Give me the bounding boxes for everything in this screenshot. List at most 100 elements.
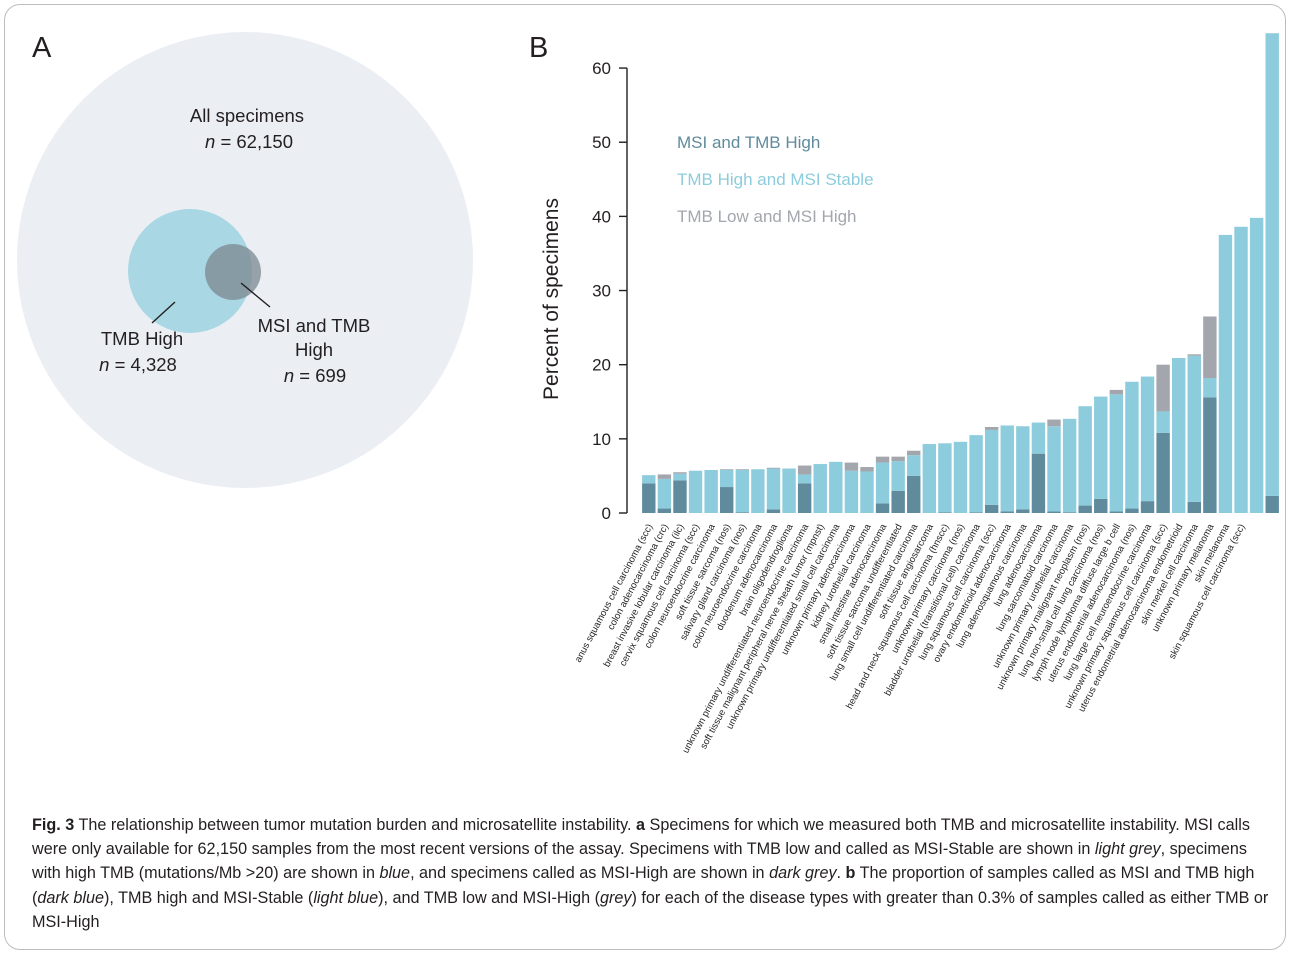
bar-segment-msi_tmb — [720, 487, 734, 513]
bar-segment-tmb_stable — [735, 469, 750, 513]
bar-segment-msi_tmb — [969, 512, 983, 513]
bar-segment-tmb_low_msi — [844, 462, 859, 471]
bar-segment-tmb_stable — [922, 444, 937, 513]
bar-segment-tmb_low_msi — [907, 450, 921, 456]
legend-item: MSI and TMB High — [677, 133, 820, 152]
all-specimens-count: n = 62,150 — [205, 131, 293, 152]
bar-segment-tmb_stable — [1031, 422, 1046, 454]
bar-segment-tmb_stable — [829, 461, 843, 513]
bar-segment-tmb_low_msi — [797, 465, 812, 475]
figure-canvas: A All specimens n = 62,150 TMB High n = … — [17, 32, 1279, 756]
bar-segment-tmb_stable — [720, 469, 734, 488]
tmb-high-circle — [128, 209, 252, 333]
bar-segment-msi_tmb — [907, 475, 921, 513]
bar-segment-msi_tmb — [797, 483, 812, 513]
caption-a-text: . — [836, 864, 846, 883]
bar-segment-tmb_low_msi — [875, 456, 890, 463]
bar-segment-tmb_stable — [860, 471, 874, 513]
y-tick-label: 30 — [592, 282, 611, 301]
bar-segment-tmb_stable — [704, 469, 718, 513]
caption-a-text: , specimens with high TMB (mutations/Mb … — [32, 840, 1247, 883]
caption-a-text: , and specimens called as MSI-High are s… — [410, 864, 770, 883]
bar-segment-tmb_low_msi — [891, 456, 905, 462]
bar-segment-tmb_stable — [938, 443, 952, 513]
bar-segment-tmb_stable — [891, 461, 905, 491]
bar-segment-msi_tmb — [1016, 509, 1030, 513]
bar-segment-msi_tmb — [1156, 432, 1170, 513]
bar-segment-tmb_stable — [1125, 381, 1139, 509]
bars — [642, 33, 1279, 514]
bar-segment-tmb_stable — [907, 455, 921, 476]
bar-segment-tmb_low_msi — [1047, 419, 1061, 427]
bar-segment-msi_tmb — [1140, 501, 1155, 513]
bar-segment-tmb_stable — [657, 478, 672, 509]
bar-segment-tmb_low_msi — [766, 467, 781, 469]
bar-segment-msi_tmb — [735, 512, 750, 513]
caption-title: The relationship between tumor mutation … — [74, 816, 637, 834]
bar-segment-msi_tmb — [1265, 495, 1279, 513]
bar-segment-tmb_stable — [688, 470, 703, 513]
bar-segment-tmb_stable — [1156, 411, 1170, 433]
bar-segment-tmb_low_msi — [720, 469, 734, 470]
y-tick-label: 0 — [602, 504, 611, 523]
panel-b-label: B — [529, 32, 548, 64]
bar-segment-tmb_stable — [751, 469, 765, 513]
caption-b-grey: grey — [600, 888, 632, 907]
bar-segment-tmb_stable — [1203, 378, 1217, 398]
y-tick-label: 40 — [592, 207, 611, 226]
bar-segment-tmb_stable — [953, 441, 968, 513]
bar-segment-msi_tmb — [938, 512, 952, 513]
caption-b-text: ) for each of the disease types with gre… — [32, 888, 1269, 931]
bar-segment-tmb_stable — [797, 474, 812, 484]
msi-tmb-pointer — [240, 282, 271, 308]
bar-segment-tmb_stable — [813, 464, 827, 513]
caption-a-dark-grey: dark grey — [769, 864, 837, 883]
caption-b-dark-blue: dark blue — [37, 888, 104, 907]
bar-segment-tmb_stable — [1265, 33, 1279, 496]
bar-segment-msi_tmb — [766, 509, 781, 513]
caption-b-text: The proportion of samples called as MSI … — [32, 864, 1255, 907]
bar-segment-tmb_stable — [844, 470, 859, 513]
bar-segment-tmb_stable — [1218, 234, 1233, 513]
figure-frame: A All specimens n = 62,150 TMB High n = … — [4, 4, 1286, 950]
bar-segment-msi_tmb — [1187, 501, 1201, 513]
caption-fig-label: Fig. 3 — [32, 816, 75, 834]
caption-b-text: ), and TMB low and MSI-High ( — [378, 888, 601, 907]
msi-tmb-circle — [205, 244, 261, 300]
bar-segment-msi_tmb — [1000, 511, 1014, 513]
msi-tmb-title-line2: High — [295, 339, 333, 360]
y-tick-label: 20 — [592, 356, 611, 375]
bar-segment-tmb_low_msi — [1156, 364, 1170, 412]
bar-segment-tmb_stable — [673, 473, 687, 481]
bar-segment-tmb_low_msi — [860, 467, 874, 472]
bar-segment-msi_tmb — [1031, 453, 1046, 513]
msi-tmb-count: n = 699 — [284, 365, 346, 386]
bar-segment-tmb_stable — [1016, 426, 1030, 510]
bar-segment-tmb_stable — [1140, 376, 1155, 502]
caption-a-label: a — [636, 816, 646, 834]
tmb-high-pointer — [151, 301, 176, 324]
x-axis-labels: anus squamous cell carcinoma (scc)colon … — [573, 522, 1248, 756]
bar-segment-tmb_stable — [1187, 355, 1201, 502]
bar-segment-msi_tmb — [984, 504, 999, 513]
bar-segment-msi_tmb — [875, 503, 890, 513]
bar-segment-tmb_stable — [1062, 418, 1077, 513]
bar-segment-tmb_low_msi — [1187, 354, 1201, 356]
y-tick-label: 10 — [592, 430, 611, 449]
bar-segment-tmb_low_msi — [1109, 389, 1124, 395]
bar-segment-tmb_low_msi — [657, 474, 672, 479]
bar-segment-tmb_stable — [1047, 426, 1061, 512]
panel-a-label: A — [32, 32, 52, 64]
y-tick-label: 50 — [592, 133, 611, 152]
bar-segment-tmb_stable — [642, 475, 656, 484]
bar-segment-tmb_stable — [875, 462, 890, 504]
tmb-high-title: TMB High — [101, 328, 183, 349]
all-specimens-title: All specimens — [190, 105, 304, 126]
y-axis-label: Percent of specimens — [540, 198, 563, 400]
bar-segment-tmb_stable — [969, 435, 983, 513]
bar-segment-tmb_stable — [1249, 217, 1264, 514]
legend-item: TMB Low and MSI High — [677, 207, 857, 226]
bar-segment-tmb_stable — [1109, 394, 1124, 512]
caption-a-text: Specimens for which we measured both TMB… — [32, 816, 1250, 859]
bar-segment-tmb_stable — [1000, 425, 1014, 512]
